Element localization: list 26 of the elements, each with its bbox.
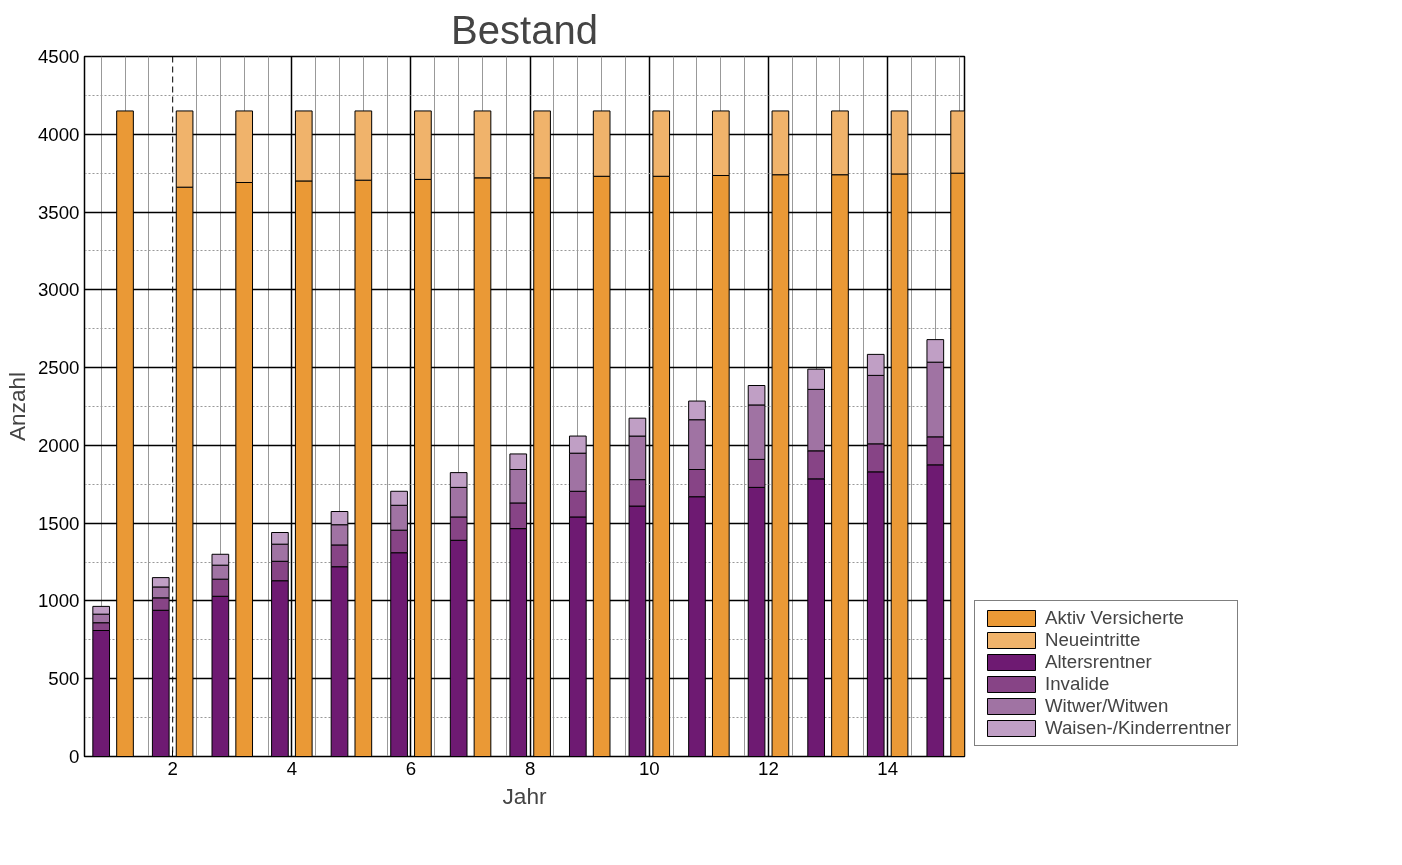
- y-tick-label: 2000: [38, 434, 80, 456]
- y-tick-label: 4000: [38, 123, 80, 145]
- x-tick-label: 12: [758, 757, 779, 779]
- legend-label: Witwer/Witwen: [1045, 695, 1169, 717]
- y-tick-label: 500: [48, 668, 80, 690]
- y-tick-label: 1000: [38, 590, 80, 612]
- y-tick-label: 4500: [38, 46, 80, 67]
- y-tick-label: 1500: [38, 512, 80, 534]
- y-tick-label: 3500: [38, 201, 80, 223]
- chart-title: Bestand: [451, 7, 598, 52]
- x-axis-title: Jahr: [502, 782, 547, 809]
- y-tick-label: 3000: [38, 279, 80, 301]
- x-tick-label: 14: [877, 757, 899, 779]
- y-axis-title: Anzahl: [4, 371, 30, 442]
- legend-label: Altersrentner: [1045, 651, 1152, 673]
- y-tick-label: 2500: [38, 357, 80, 379]
- x-tick-label: 8: [524, 757, 536, 779]
- legend-label: Neueintritte: [1045, 629, 1141, 651]
- legend-label: Waisen-/Kinderrentner: [1045, 717, 1231, 739]
- x-tick-label: 6: [405, 757, 417, 779]
- x-tick-label: 10: [638, 757, 660, 779]
- x-tick-label: 4: [286, 757, 298, 779]
- legend-label: Aktiv Versicherte: [1045, 607, 1184, 629]
- legend-label: Invalide: [1045, 673, 1110, 695]
- x-tick-label: 2: [167, 757, 178, 779]
- y-tick-label: 0: [69, 746, 80, 767]
